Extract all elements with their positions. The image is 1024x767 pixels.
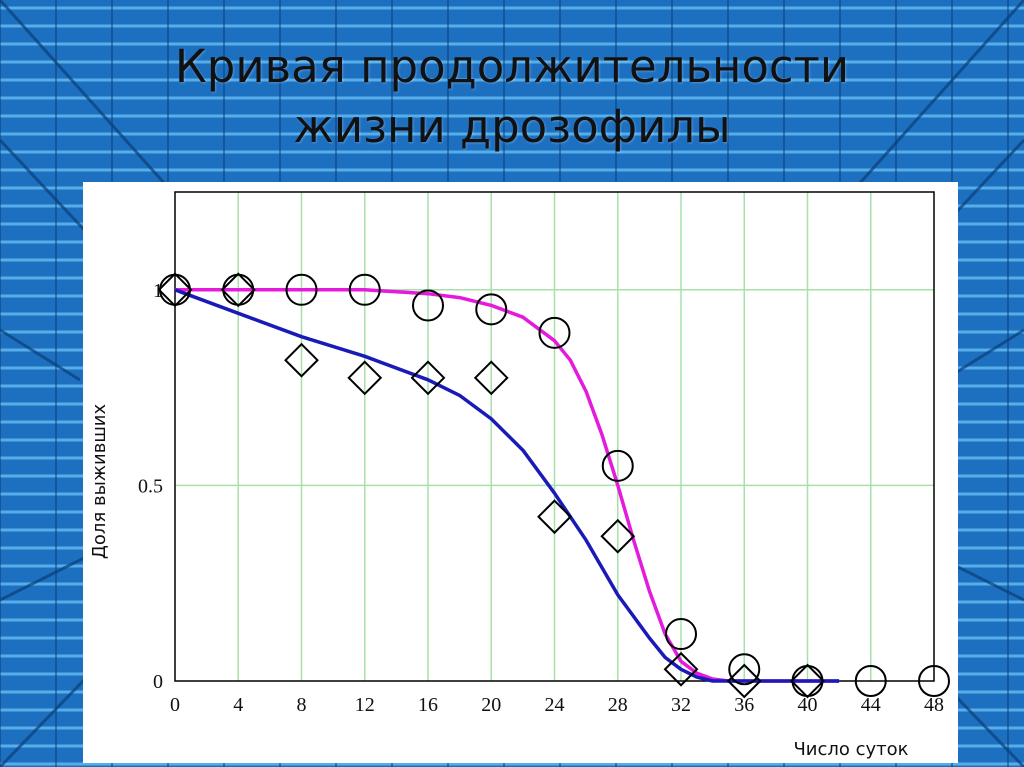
bg-line — [0, 328, 81, 382]
x-tick-label: 20 — [481, 694, 501, 716]
x-tick-label: 24 — [545, 694, 565, 716]
x-tick-label: 48 — [924, 694, 944, 716]
x-tick-label: 12 — [355, 694, 375, 716]
data-point-circle — [728, 653, 761, 686]
data-point-circle — [538, 316, 571, 349]
slide-title-line-1: Кривая продолжительности — [174, 40, 850, 93]
x-axis-label: Число суток — [793, 739, 908, 760]
x-tick-label: 0 — [170, 694, 180, 716]
data-point-diamond — [473, 360, 509, 396]
data-point-circle — [348, 273, 381, 306]
x-tick-label: 28 — [608, 694, 628, 716]
slide-title-line-2: жизни дрозофилы — [293, 100, 731, 153]
data-point-circle — [412, 289, 444, 322]
data-point-diamond — [600, 518, 636, 554]
data-point-circle — [854, 665, 887, 697]
data-point-diamond — [790, 663, 825, 699]
data-point-diamond — [663, 651, 699, 687]
y-axis-label: Доля выживших — [89, 404, 110, 560]
x-tick-label: 44 — [861, 694, 881, 716]
y-tick-label: 1 — [153, 280, 163, 302]
data-point-diamond — [347, 360, 383, 396]
chart-panel: 0 4 8 12 16 20 24 28 32 36 40 44 48 0 0.5 1 Число суток Д… — [83, 182, 958, 763]
x-tick-label: 4 — [233, 694, 243, 716]
x-tick-label: 40 — [798, 694, 818, 716]
data-point-circle — [601, 449, 634, 482]
plot-grid — [175, 192, 934, 681]
x-tick-label: 32 — [671, 694, 691, 716]
y-tick-label: 0.5 — [138, 475, 163, 497]
data-point-diamond — [726, 663, 762, 699]
x-tick-label: 36 — [734, 694, 754, 716]
data-point-diamond — [537, 499, 572, 535]
data-point-diamond — [284, 342, 319, 378]
data-point-circle — [918, 665, 950, 697]
data-point-diamond — [410, 360, 446, 396]
x-tick-label: 8 — [297, 694, 307, 716]
data-point-diamond — [220, 272, 256, 308]
curve-series-circle — [175, 288, 840, 683]
data-point-circle — [285, 273, 318, 306]
y-tick-label: 0 — [153, 671, 163, 693]
data-point-circle — [665, 618, 697, 651]
x-tick-label: 16 — [418, 694, 438, 716]
data-point-circle — [475, 293, 508, 326]
data-point-diamond — [157, 272, 193, 308]
plot-frame — [174, 191, 935, 682]
